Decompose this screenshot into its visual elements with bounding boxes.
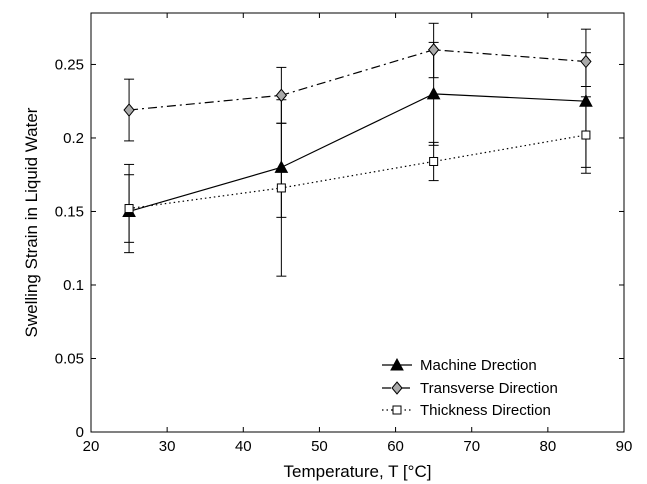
y-tick-label: 0.2: [63, 130, 84, 147]
y-tick-label: 0.1: [63, 277, 84, 294]
series-line: [129, 49, 586, 111]
data-point-diamond: [580, 54, 592, 69]
legend-label: Machine Drection: [420, 357, 537, 374]
x-tick-label: 70: [463, 438, 480, 455]
series-markers-square: [124, 130, 591, 214]
y-axis-title: Swelling Strain in Liquid Water: [22, 107, 41, 337]
x-tick-label: 30: [159, 438, 176, 455]
series-diamond: [124, 22, 591, 142]
data-point-diamond: [275, 88, 288, 103]
legend-marker-triangle: [390, 357, 404, 371]
series-markers-triangle: [122, 86, 593, 217]
y-tick-label: 0.05: [55, 350, 84, 367]
x-tick-label: 20: [83, 438, 100, 455]
data-point-square: [429, 156, 439, 166]
series-line: [128, 93, 586, 213]
x-tick-label: 40: [235, 438, 252, 455]
x-tick-label: 60: [387, 438, 404, 455]
data-point-diamond: [427, 42, 440, 57]
series-triangle: [124, 41, 591, 254]
legend-marker-square: [392, 405, 402, 415]
data-point-triangle: [274, 160, 289, 173]
data-point-square: [581, 130, 591, 140]
data-point-triangle: [579, 94, 593, 107]
x-tick-label: 90: [616, 438, 633, 455]
data-point-square: [124, 204, 134, 214]
legend-marker-diamond: [391, 381, 403, 395]
x-tick-label: 50: [311, 438, 328, 455]
series-line: [128, 134, 587, 210]
legend: Machine Drection Transverse Direction Thic…: [382, 357, 558, 419]
y-tick-label: 0: [76, 424, 84, 441]
x-axis-title: Temperature, T [°C]: [284, 462, 432, 481]
data-point-diamond: [123, 103, 135, 117]
y-tick-label: 0.25: [55, 56, 84, 73]
x-tick-label: 80: [540, 438, 557, 455]
y-tick-label: 0.15: [55, 203, 84, 220]
data-point-square: [276, 183, 286, 193]
plot-frame: [90, 12, 625, 433]
data-point-triangle: [426, 86, 441, 100]
series-square: [124, 96, 591, 277]
series-markers-diamond: [123, 42, 592, 117]
legend-label: Transverse Direction: [420, 380, 558, 397]
legend-label: Thickness Direction: [420, 402, 551, 419]
